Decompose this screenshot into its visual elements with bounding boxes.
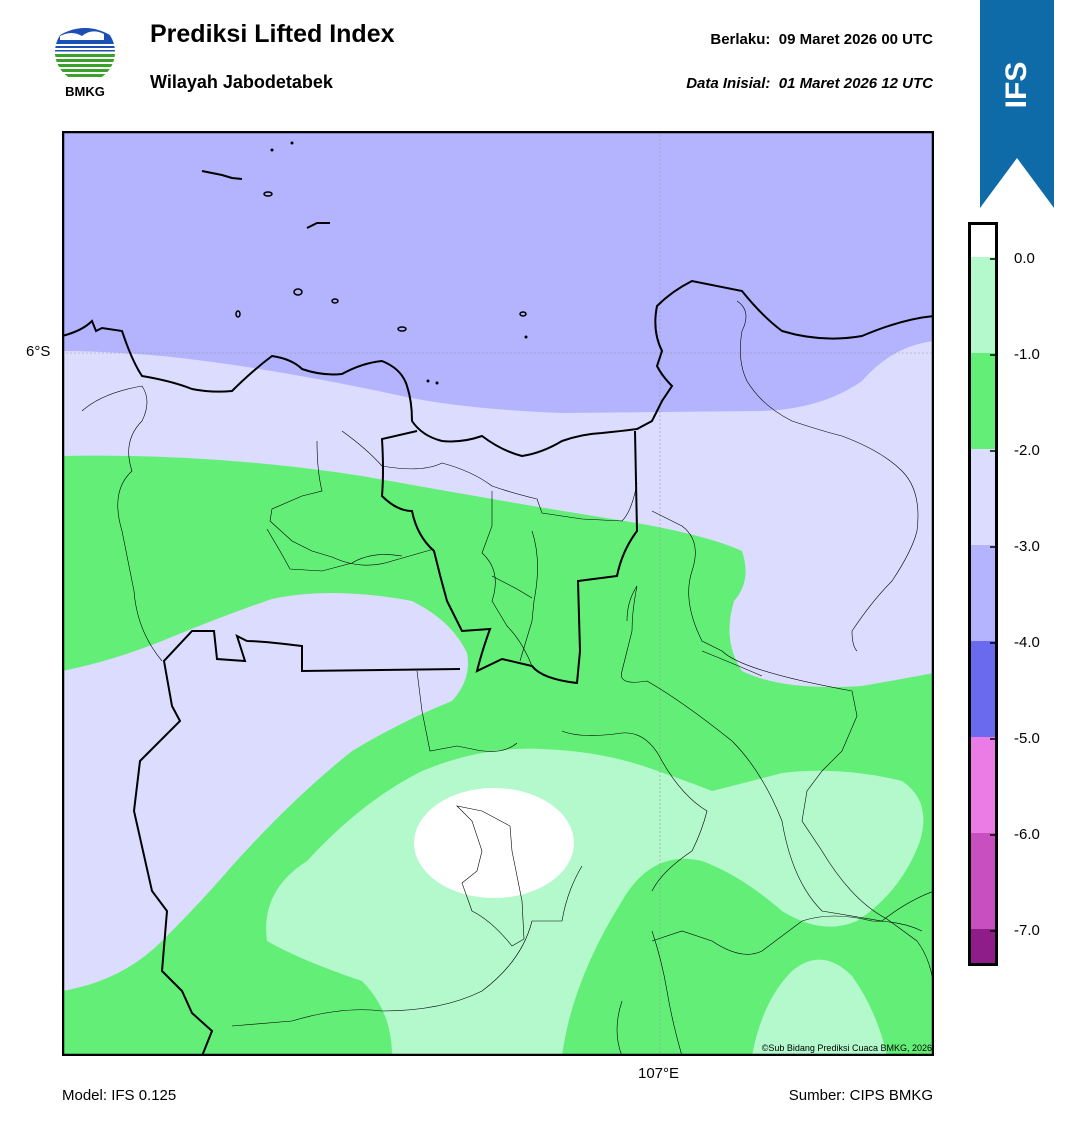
valid-value: 09 Maret 2026 00 UTC: [778, 31, 933, 48]
ribbon-label: IFS: [1000, 61, 1033, 109]
page-title: Prediksi Lifted Index: [150, 20, 395, 48]
province-boundary: [132, 630, 461, 1056]
colorbar-segment: [968, 545, 998, 641]
bmkg-logo-icon: [55, 22, 115, 82]
contour-fill--3-to--4: [62, 131, 934, 413]
source-label: Sumber: CIPS BMKG: [788, 1087, 933, 1104]
colorbar-segment: [968, 222, 998, 257]
init-label: Data Inisial:: [686, 75, 771, 92]
valid-time: Berlaku: 09 Maret 2026 00 UTC: [710, 31, 933, 48]
logo-text: BMKG: [65, 84, 105, 99]
longitude-label: 107°E: [638, 1065, 680, 1082]
island: [290, 141, 294, 145]
colorbar-segment: [968, 353, 998, 449]
contour-fill-0-to--1-south: [752, 959, 887, 1056]
island: [263, 191, 273, 197]
copyright-text: ©Sub Bidang Prediksi Cuaca BMKG, 2026: [761, 1043, 932, 1053]
init-time: Data Inisial: 01 Maret 2026 12 UTC: [686, 75, 933, 92]
colorbar-tick-label: -6.0: [1014, 826, 1040, 843]
colorbar-frame: [968, 222, 998, 966]
ifs-ribbon: [980, 0, 1054, 208]
colorbar-tick-label: -7.0: [1014, 922, 1040, 939]
colorbar-segment: [968, 257, 998, 353]
island: [519, 311, 527, 317]
island: [426, 379, 430, 383]
valid-label: Berlaku:: [710, 31, 771, 48]
province-boundary: [380, 430, 639, 685]
coastline: [62, 279, 934, 458]
colorbar-segment: [968, 641, 998, 737]
island: [331, 298, 339, 304]
island: [293, 288, 303, 296]
island: [524, 335, 528, 339]
island: [435, 381, 439, 385]
colorbar-tick-label: 0.0: [1014, 250, 1035, 267]
colorbar-segment: [968, 929, 998, 966]
model-label: Model: IFS 0.125: [62, 1087, 177, 1104]
colorbar-tick-label: -2.0: [1014, 442, 1040, 459]
init-value: 01 Maret 2026 12 UTC: [778, 75, 933, 92]
colorbar-tick-label: -3.0: [1014, 538, 1040, 555]
colorbar-segment: [968, 833, 998, 929]
island: [306, 222, 330, 229]
colorbar-tick-label: -1.0: [1014, 346, 1040, 363]
island: [235, 310, 241, 318]
bmkg-logo: BMKG: [52, 20, 118, 102]
colorbar-segment: [968, 449, 998, 545]
map-frame: [62, 131, 934, 1056]
page-subtitle: Wilayah Jabodetabek: [150, 72, 333, 92]
island: [201, 170, 243, 180]
colorbar-segment: [968, 737, 998, 833]
contour-fill-above-0: [414, 788, 574, 898]
district-boundaries: [81, 300, 934, 1056]
island: [397, 326, 407, 332]
lifted-index-map: [62, 131, 934, 1056]
colorbar-tick-label: -5.0: [1014, 730, 1040, 747]
island: [270, 148, 274, 152]
colorbar: [968, 222, 998, 966]
latitude-label: 6°S: [26, 343, 51, 360]
colorbar-tick-label: -4.0: [1014, 634, 1040, 651]
